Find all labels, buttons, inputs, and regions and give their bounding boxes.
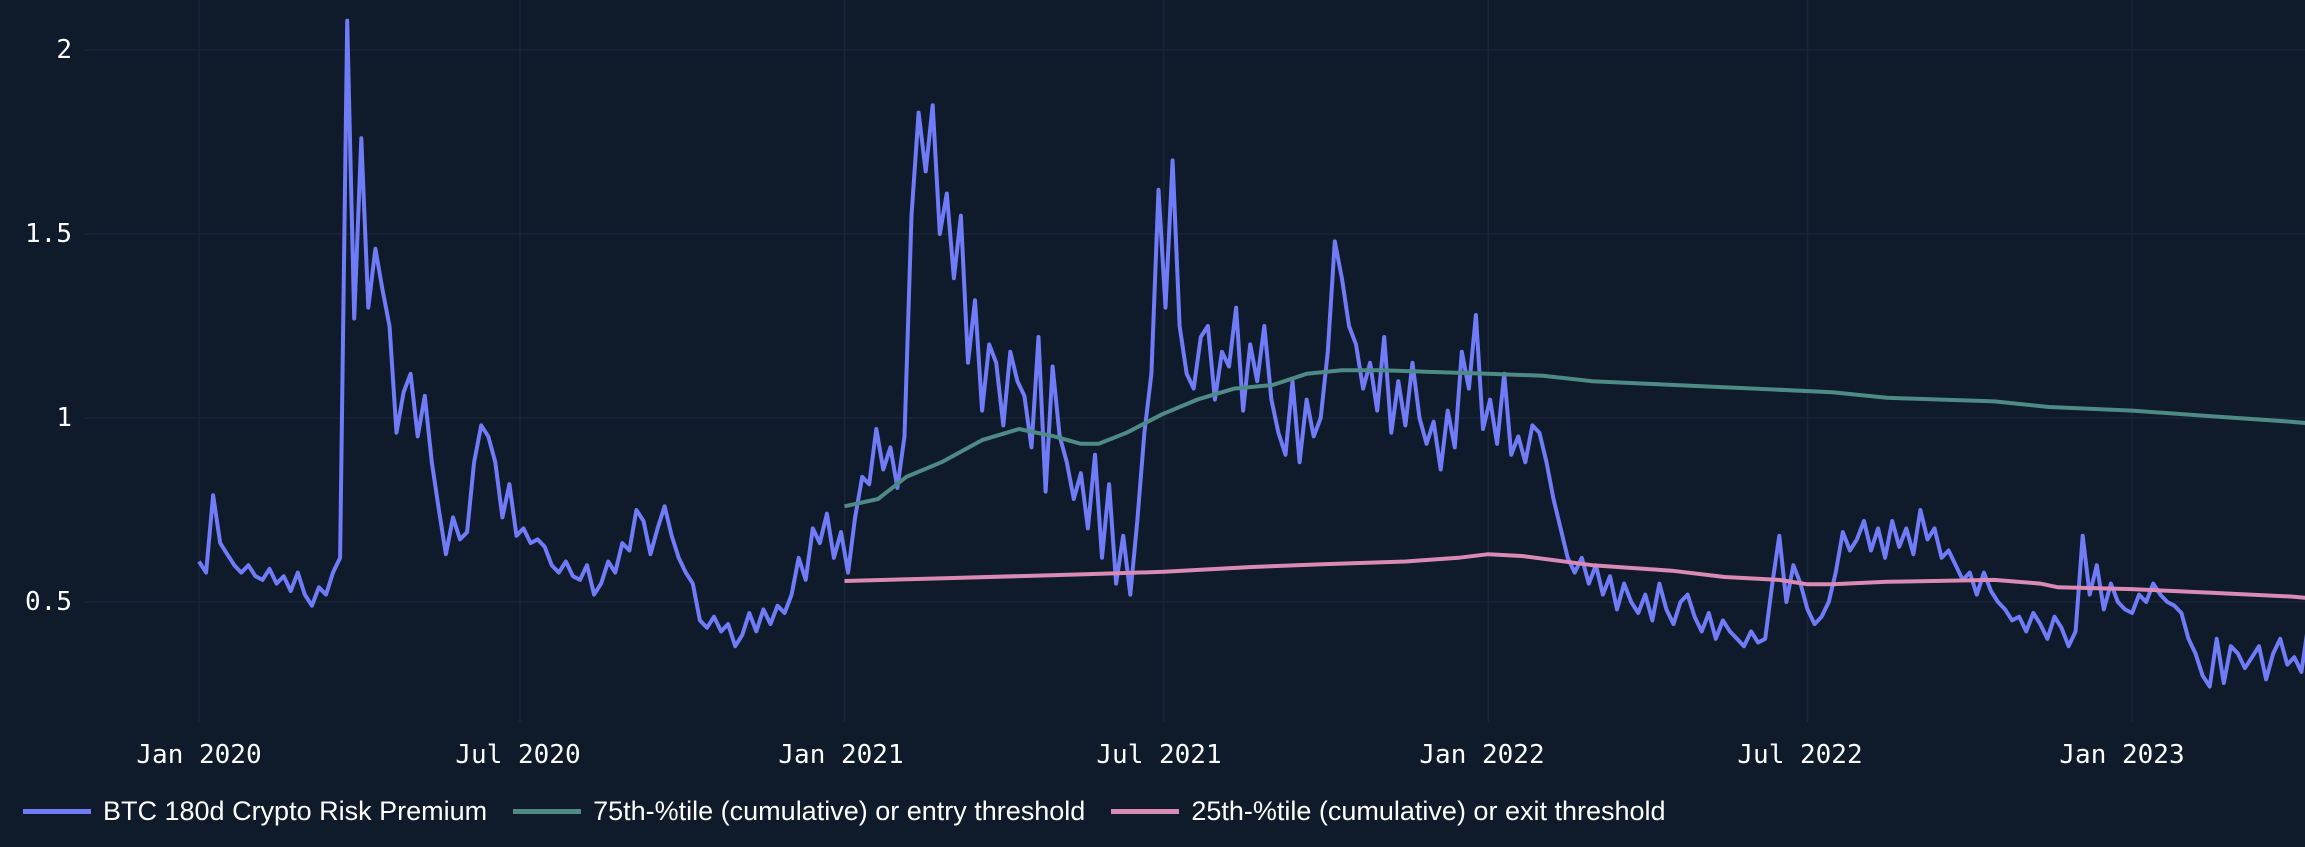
legend-line-swatch-icon: [513, 809, 582, 814]
legend-item-exit-threshold[interactable]: 25th-%tile (cumulative) or exit threshol…: [1111, 796, 1666, 827]
legend-label: 25th-%tile (cumulative) or exit threshol…: [1191, 796, 1666, 826]
y-tick-label: 1: [56, 403, 72, 433]
plot-area[interactable]: [197, 18, 2305, 689]
legend-label: 75th-%tile (cumulative) or entry thresho…: [593, 796, 1086, 826]
legend: BTC 180d Crypto Risk Premium 75th-%tile …: [23, 796, 1692, 827]
legend-line-swatch-icon: [1111, 809, 1180, 814]
series-entry-threshold-line[interactable]: [844, 368, 2305, 509]
x-tick-label: Jan 2023: [2059, 740, 2185, 770]
x-tick-label: Jul 2021: [1096, 740, 1222, 770]
series-risk-premium-line[interactable]: [197, 18, 2305, 689]
legend-item-entry-threshold[interactable]: 75th-%tile (cumulative) or entry thresho…: [513, 796, 1085, 827]
gridlines: [84, 0, 2305, 722]
legend-item-risk-premium[interactable]: BTC 180d Crypto Risk Premium: [23, 796, 487, 827]
legend-line-swatch-icon: [23, 809, 91, 814]
x-tick-label: Jul 2020: [455, 740, 581, 770]
x-tick-label: Jan 2021: [778, 740, 904, 770]
x-tick-label: Jan 2020: [136, 740, 262, 770]
y-tick-label: 0.5: [25, 587, 72, 617]
legend-label: BTC 180d Crypto Risk Premium: [103, 796, 488, 826]
y-tick-label: 1.5: [25, 219, 72, 249]
x-tick-label: Jul 2022: [1737, 740, 1863, 770]
x-tick-label: Jan 2022: [1419, 740, 1545, 770]
series-exit-threshold-line[interactable]: [844, 552, 2305, 600]
y-tick-label: 2: [56, 35, 72, 65]
